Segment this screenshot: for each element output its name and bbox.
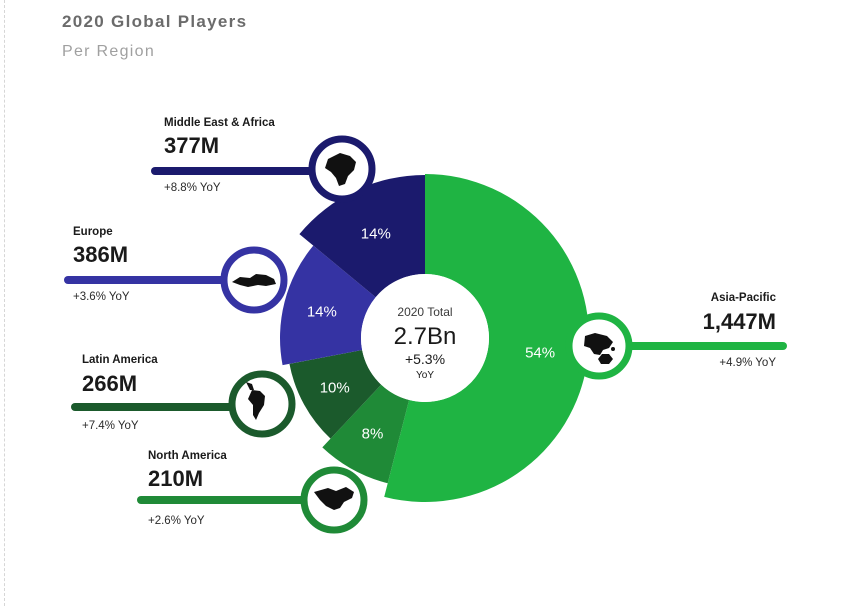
center-hole [361, 274, 489, 402]
callouts-layer: Asia-Pacific 1,447M +4.9% YoY North America… [64, 117, 787, 534]
page-left-rule [4, 0, 5, 606]
europe-map-icon [232, 274, 276, 287]
region-value-middle-east-africa: 377M [164, 133, 219, 158]
chart-subtitle: Per Region [62, 43, 156, 60]
slices-layer [280, 174, 590, 502]
center-growth: +5.3% [405, 351, 445, 367]
slice-label-latin-america: 10% [320, 380, 350, 397]
region-name-middle-east-africa: Middle East & Africa [164, 117, 275, 129]
callout-asia-pacific: Asia-Pacific 1,447M +4.9% YoY [565, 292, 787, 380]
region-yoy-middle-east-africa: +8.8% YoY [164, 182, 221, 194]
slice-asia-pacific [384, 174, 590, 502]
region-name-north-america: North America [148, 450, 227, 462]
region-value-north-america: 210M [148, 466, 203, 491]
center-caption: 2020 Total [397, 305, 452, 319]
region-name-latin-america: Latin America [82, 354, 158, 366]
slice-middle-east-africa [299, 175, 425, 298]
slice-label-middle-east-africa: 14% [361, 225, 391, 242]
asia-pacific-map-icon [584, 333, 615, 364]
region-yoy-latin-america: +7.4% YoY [82, 420, 139, 432]
slice-label-asia-pacific: 54% [525, 345, 555, 362]
africa-map-icon [325, 153, 356, 186]
slice-europe [280, 245, 376, 366]
region-value-asia-pacific: 1,447M [703, 309, 776, 334]
region-yoy-asia-pacific: +4.9% YoY [719, 357, 776, 369]
callout-north-america: North America 210M +2.6% YoY [137, 450, 368, 534]
callout-middle-east-africa: Middle East & Africa 377M +8.8% YoY [151, 117, 376, 203]
chart-title: 2020 Global Players [62, 12, 248, 31]
slice-north-america [322, 384, 410, 484]
region-value-latin-america: 266M [82, 371, 137, 396]
slice-label-north-america: 8% [362, 426, 384, 443]
north-america-map-icon [314, 487, 354, 510]
region-yoy-europe: +3.6% YoY [73, 291, 130, 303]
region-name-europe: Europe [73, 226, 113, 238]
slice-latin-america [289, 349, 382, 439]
center-growth-unit: YoY [416, 370, 434, 381]
region-yoy-north-america: +2.6% YoY [148, 515, 205, 527]
slice-labels-layer: 54% 8% 10% 14% 14% [307, 225, 555, 442]
callout-latin-america: Latin America 266M +7.4% YoY [71, 354, 296, 438]
center-summary: 2020 Total 2.7Bn +5.3% YoY [361, 274, 489, 402]
region-name-asia-pacific: Asia-Pacific [711, 292, 777, 304]
callout-europe: Europe 386M +3.6% YoY [64, 226, 288, 314]
slice-label-europe: 14% [307, 304, 337, 321]
center-total: 2.7Bn [394, 323, 457, 350]
region-value-europe: 386M [73, 242, 128, 267]
south-america-map-icon [246, 382, 265, 420]
